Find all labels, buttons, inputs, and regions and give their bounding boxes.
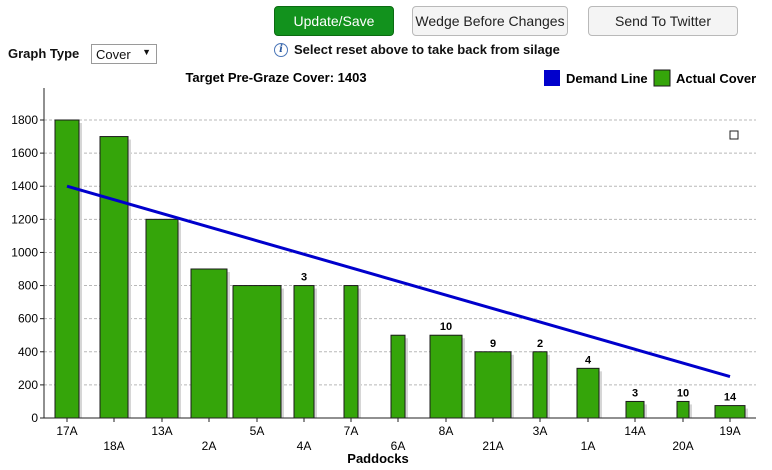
bar-6A[interactable] [390,334,406,419]
bar-18A[interactable] [99,136,129,419]
bar-1A[interactable] [576,367,600,419]
x-tick-label: 3A [533,424,548,438]
y-tick-label: 800 [18,279,38,293]
bar-data-label: 3 [301,272,307,284]
y-tick-label: 0 [31,411,38,425]
x-tick-label: 2A [202,439,217,453]
bar-19A[interactable] [714,405,746,419]
graph-type-selected: Cover [96,46,131,62]
dropdown-arrow-icon: ▼ [142,47,151,57]
legend-demand-label: Demand Line [566,71,648,86]
bar-data-label: 2 [537,338,543,350]
bar-8A[interactable] [429,334,463,419]
x-tick-label: 1A [581,439,596,453]
bar-5A[interactable] [232,285,282,419]
y-tick-label: 1800 [11,113,38,127]
y-tick-label: 400 [18,345,38,359]
wedge-before-changes-button[interactable]: Wedge Before Changes [412,6,568,36]
graph-type-select[interactable]: Cover ▼ [91,44,157,64]
legend-actual-label: Actual Cover [676,71,756,86]
x-tick-label: 20A [672,439,693,453]
x-tick-label: 4A [297,439,312,453]
x-tick-label: 5A [250,424,265,438]
update-save-button[interactable]: Update/Save [274,6,394,36]
demand-line [66,184,731,379]
x-tick-label: 17A [56,424,77,438]
reset-hint: i Select reset above to take back from s… [274,42,560,57]
bar-data-label: 3 [632,387,638,399]
y-tick-label: 600 [18,312,38,326]
bar-20A[interactable] [676,400,690,419]
x-tick-label: 7A [344,424,359,438]
graph-type-label: Graph Type [8,46,80,61]
x-tick-label: 8A [439,424,454,438]
bar-2A[interactable] [190,268,228,419]
bar-data-label: 10 [440,321,452,333]
info-icon: i [274,42,288,57]
reset-hint-text: Select reset above to take back from sil… [294,42,560,57]
legend-actual-swatch [653,69,671,87]
bar-data-label: 9 [490,338,496,350]
x-tick-label: 6A [391,439,406,453]
y-tick-label: 1000 [11,245,38,259]
y-tick-label: 1400 [11,179,38,193]
x-tick-label: 13A [151,424,172,438]
x-tick-label: 14A [624,424,645,438]
bar-21A[interactable] [474,351,512,419]
bar-17A[interactable] [54,119,80,419]
chart-toggle-checkbox[interactable] [729,130,739,140]
bar-7A[interactable] [343,285,359,419]
chart-title: Target Pre-Graze Cover: 1403 [185,70,366,85]
y-tick-label: 1200 [11,212,38,226]
bar-4A[interactable] [293,285,315,419]
bar-13A[interactable] [145,218,179,419]
bar-data-label: 4 [585,354,592,366]
bar-3A[interactable] [532,351,548,419]
x-tick-label: 18A [103,439,124,453]
y-tick-label: 1600 [11,146,38,160]
legend-demand-swatch [544,70,560,86]
send-to-twitter-button[interactable]: Send To Twitter [588,6,738,36]
bar-data-label: 14 [724,392,737,404]
bar-data-label: 10 [677,387,689,399]
x-tick-label: 19A [719,424,740,438]
x-tick-label: 21A [482,439,503,453]
y-tick-label: 200 [18,378,38,392]
x-axis-title: Paddocks [347,451,408,466]
bar-14A[interactable] [625,400,645,419]
